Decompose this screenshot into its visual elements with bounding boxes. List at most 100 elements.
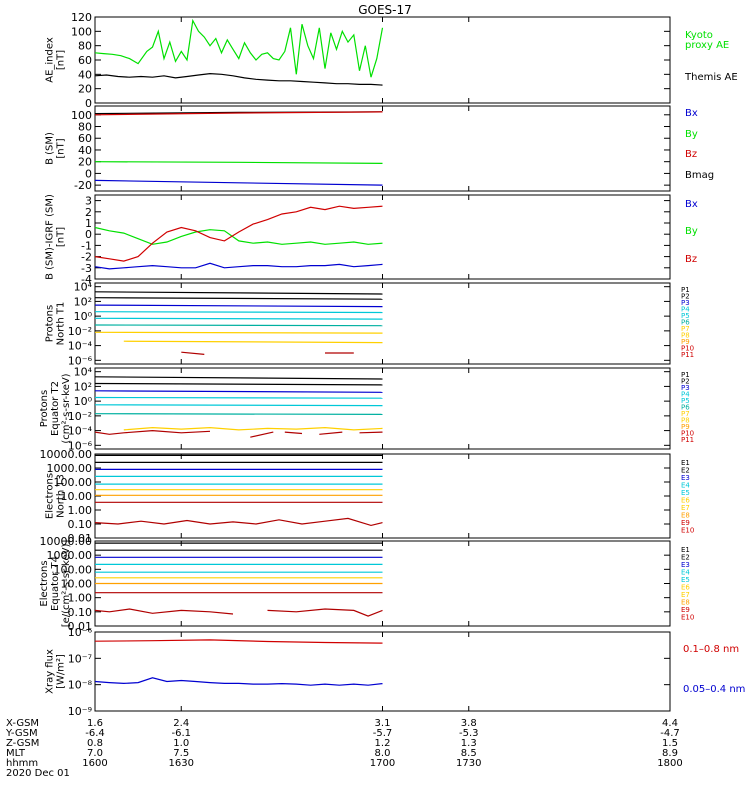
y-tick-label: 60 (78, 54, 92, 67)
y-axis-label: AE_index (45, 37, 56, 83)
legend-entry: E2 (681, 554, 690, 562)
series-line (267, 608, 383, 617)
series-line (250, 431, 274, 438)
y-tick-label: -1 (81, 239, 92, 252)
y-tick-label: 0.01 (68, 532, 93, 545)
y-tick-label: 100 (71, 109, 92, 122)
y-tick-label: 120 (71, 11, 92, 24)
legend-entry: P7 (681, 410, 690, 418)
legend-entry: E6 (681, 497, 690, 505)
x-row-value: 3.1 (375, 718, 391, 729)
y-tick-label: 20 (78, 156, 92, 169)
y-axis-label: Electrons (45, 473, 56, 519)
legend-entry: E8 (681, 599, 690, 607)
series-line (94, 161, 383, 164)
series-line (94, 517, 383, 527)
x-row-label: X-GSM (6, 718, 39, 729)
y-tick-label: 1.00 (68, 592, 93, 605)
x-row-value: -5.3 (459, 728, 479, 739)
x-row-value: 1700 (370, 758, 395, 769)
y-tick-label: 1.00 (68, 504, 93, 517)
panel-frame (94, 453, 671, 539)
series-line (359, 431, 383, 434)
y-tick-label: 10⁻⁴ (68, 340, 93, 353)
x-row-label: hhmm (6, 758, 38, 769)
y-tick-label: 40 (78, 144, 92, 157)
series-line (94, 608, 234, 615)
y-tick-label: -20 (74, 179, 92, 192)
series-line (94, 18, 384, 78)
legend-entry: Bx (685, 199, 698, 210)
legend-entry: E4 (681, 482, 690, 490)
y-tick-label: 10.00 (61, 578, 93, 591)
y-axis-label: [e/(cm²-s-sr-keV)] (61, 540, 72, 628)
y-tick-label: 100.00 (54, 563, 93, 576)
y-tick-label: 0.01 (68, 620, 93, 633)
y-tick-label: 10000.00 (40, 448, 93, 461)
y-tick-label: 10⁰ (74, 395, 93, 408)
legend-entry: P11 (681, 351, 694, 359)
series-line (94, 677, 383, 686)
legend-entry: P3 (681, 384, 690, 392)
legend-entry: P8 (681, 332, 690, 340)
y-tick-label: -4 (81, 273, 92, 286)
y-axis-label: North T1 (56, 302, 67, 346)
legend-entry: E9 (681, 519, 690, 527)
series-line (94, 639, 383, 644)
legend-entry: P1 (681, 286, 690, 294)
x-row-value: 2.4 (173, 718, 189, 729)
y-axis-label: Protons (39, 390, 50, 427)
series-line (94, 429, 211, 435)
legend-entry: P6 (681, 319, 690, 327)
legend-entry: P8 (681, 417, 690, 425)
x-row-value: 1.0 (173, 738, 189, 749)
y-tick-label: 60 (78, 132, 92, 145)
series-line (181, 351, 205, 355)
y-axis-label: Protons (45, 305, 56, 342)
x-row-label: Z-GSM (6, 738, 39, 749)
x-row-value: 1.2 (375, 738, 391, 749)
y-axis-label: Equator T4 (50, 556, 61, 611)
legend-entry: E3 (681, 474, 690, 482)
legend-entry: E8 (681, 512, 690, 520)
x-row-value: -6.1 (171, 728, 191, 739)
series-line (94, 396, 383, 399)
panel-frame (94, 282, 671, 365)
series-line (319, 431, 343, 435)
x-row-value: 1.6 (87, 718, 103, 729)
legend-entry: P4 (681, 391, 690, 399)
date-label: 2020 Dec 01 (6, 768, 70, 779)
x-row-value: 0.8 (87, 738, 103, 749)
y-tick-label: 0.10 (68, 606, 93, 619)
y-axis-label: [nT] (56, 227, 67, 247)
legend-entry: E9 (681, 606, 690, 614)
plot-title: GOES-17 (358, 3, 412, 17)
series-line (94, 376, 383, 380)
legend-entry: P9 (681, 338, 690, 346)
y-tick-label: 10⁻⁹ (68, 705, 92, 718)
y-tick-label: 80 (78, 121, 92, 134)
y-tick-label: 10⁴ (74, 366, 93, 379)
legend-entry: P2 (681, 293, 690, 301)
series-line (94, 226, 383, 245)
y-tick-label: 10² (74, 380, 92, 393)
series-line (94, 324, 383, 327)
legend-entry: P5 (681, 397, 690, 405)
x-row-value: 7.5 (173, 748, 189, 759)
y-tick-label: 10⁻⁸ (68, 679, 93, 692)
legend-entry: E10 (681, 614, 694, 622)
x-row-value: -4.7 (660, 728, 680, 739)
legend-entry: P1 (681, 371, 690, 379)
series-line (94, 291, 383, 295)
x-row-value: 1.5 (662, 738, 678, 749)
y-tick-label: -3 (81, 262, 92, 275)
y-tick-label: 2 (85, 206, 92, 219)
y-tick-label: 10⁻⁷ (68, 652, 92, 665)
y-tick-label: 0.10 (68, 518, 93, 531)
y-tick-label: 3 (85, 195, 92, 208)
y-tick-label: 0 (85, 167, 92, 180)
y-tick-label: 10⁻⁶ (68, 439, 93, 452)
legend-entry: E1 (681, 459, 690, 467)
